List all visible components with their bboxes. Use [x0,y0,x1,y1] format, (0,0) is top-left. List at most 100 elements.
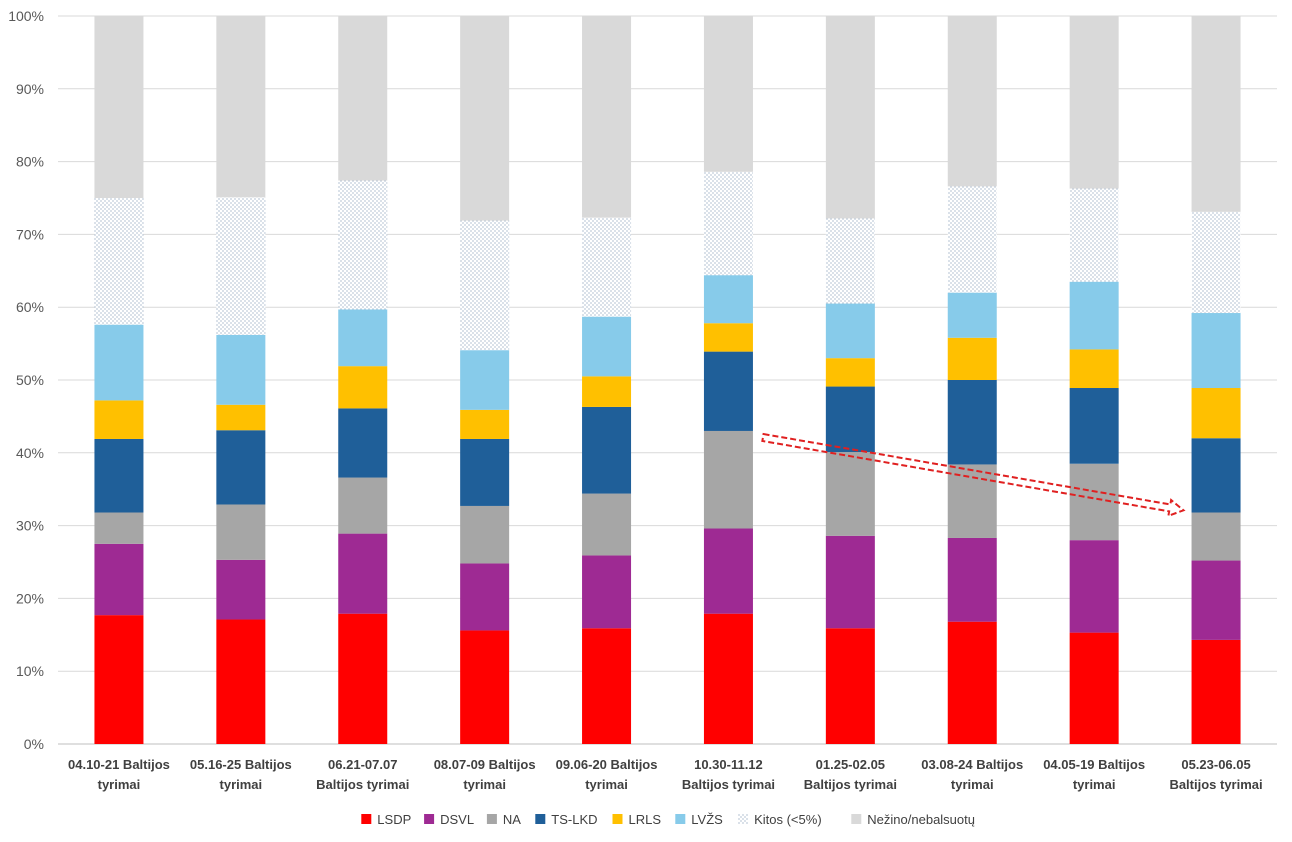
legend-label: LSDP [377,812,411,827]
bar-segment-ne-ino-nebalsuot--6 [825,16,875,219]
y-tick-label: 30% [16,518,44,534]
x-tick-label: 10.30-11.12 [694,757,763,772]
legend-swatch [675,814,686,824]
bar-segment-dsvl-4 [582,555,632,629]
legend-label: TS-LKD [551,812,597,827]
bar-segment-lv-s-9 [1191,313,1241,389]
x-tick-label: 03.08-24 Baltijos [921,757,1023,772]
bar-segment-lrls-6 [825,358,875,387]
bar-segment-lv-s-4 [582,316,632,377]
y-tick-label: 50% [16,372,44,388]
bar-segment-dsvl-6 [825,535,875,629]
bar-segment-ts-lkd-6 [825,386,875,453]
bar-segment-kitos-5--8 [1069,188,1119,282]
bar-segment-kitos-5--1 [216,197,266,335]
bar-segment-lrls-7 [947,337,997,380]
y-tick-label: 0% [24,736,44,752]
legend-swatch [424,814,435,824]
bar-segment-ne-ino-nebalsuot--0 [94,16,144,198]
y-axis: 0% 10% 20% 30% 40% 50% 60% 70% 80% 90% 100% [8,8,44,752]
bar-segment-kitos-5--3 [460,220,510,351]
bar-segment-ne-ino-nebalsuot--4 [582,16,632,218]
bar-segment-ne-ino-nebalsuot--7 [947,16,997,187]
bar-segment-ts-lkd-5 [703,351,753,431]
bar-segment-lsdp-0 [94,615,144,744]
bar-segment-lrls-2 [338,366,388,409]
x-tick-label: Baltijos tyrimai [1169,777,1262,792]
bar-segment-lsdp-5 [703,613,753,744]
legend-label: Kitos (<5%) [754,812,822,827]
bar-segment-kitos-5--4 [582,217,632,317]
x-tick-label: tyrimai [585,777,628,792]
bar-segment-na-7 [947,464,997,538]
bar-segment-lrls-4 [582,376,632,407]
bar-segment-lrls-8 [1069,349,1119,389]
bar-segment-lv-s-0 [94,324,144,401]
legend-label: DSVL [440,812,474,827]
bar-segment-ts-lkd-0 [94,438,144,513]
legend-swatch [612,814,623,824]
y-tick-label: 10% [16,663,44,679]
x-axis: 04.10-21 Baltijos tyrimai 05.16-25 Baltijo… [68,757,1263,792]
bar-segment-kitos-5--6 [825,218,875,304]
bar-segment-lv-s-6 [825,303,875,359]
bar-segment-na-8 [1069,463,1119,541]
x-tick-label: Baltijos tyrimai [316,777,409,792]
x-tick-label: Baltijos tyrimai [804,777,897,792]
y-tick-label: 70% [16,226,44,242]
legend-label: LVŽS [691,812,723,827]
bar-segment-lrls-3 [460,409,510,439]
x-tick-label: 09.06-20 Baltijos [556,757,658,772]
x-tick-label: tyrimai [463,777,506,792]
bar-segment-dsvl-7 [947,537,997,622]
bar-segment-ts-lkd-7 [947,380,997,465]
bar-segment-lsdp-9 [1191,639,1241,744]
bar-segment-lv-s-1 [216,334,266,405]
x-tick-label: 08.07-09 Baltijos [434,757,536,772]
legend-swatch [738,814,749,824]
bar-segment-dsvl-3 [460,563,510,631]
bar-segment-kitos-5--5 [703,171,753,276]
bar-segment-na-1 [216,504,266,560]
legend-swatch [851,814,862,824]
trend-arrow-annotation [761,432,1186,518]
bar-segment-lv-s-2 [338,309,388,367]
bars [94,16,1241,744]
bar-segment-kitos-5--0 [94,198,144,325]
bar-segment-lsdp-2 [338,613,388,744]
bar-segment-lsdp-1 [216,619,266,744]
bar-segment-lsdp-7 [947,621,997,744]
legend-swatch [361,814,372,824]
bar-segment-dsvl-1 [216,559,266,620]
bar-segment-kitos-5--7 [947,186,997,293]
bar-segment-na-4 [582,493,632,556]
x-tick-label: tyrimai [98,777,141,792]
x-tick-label: 01.25-02.05 [816,757,885,772]
bar-segment-lv-s-7 [947,292,997,338]
bar-segment-ts-lkd-1 [216,430,266,505]
x-tick-label: 04.05-19 Baltijos [1043,757,1145,772]
y-tick-label: 40% [16,445,44,461]
bar-segment-lsdp-4 [582,628,632,744]
bar-segment-na-5 [703,430,753,529]
y-tick-label: 80% [16,154,44,170]
legend: LSDP DSVL NA TS-LKD LRLS LVŽS Kitos (<5%) Nežin… [361,812,975,827]
bar-segment-ne-ino-nebalsuot--9 [1191,16,1241,212]
bar-segment-dsvl-9 [1191,560,1241,640]
bar-segment-ne-ino-nebalsuot--8 [1069,16,1119,189]
bar-segment-lv-s-8 [1069,281,1119,350]
bar-segment-dsvl-2 [338,533,388,614]
bar-segment-dsvl-8 [1069,540,1119,633]
bar-segment-lv-s-3 [460,350,510,410]
x-tick-label: tyrimai [951,777,994,792]
legend-label: Nežino/nebalsuotų [867,812,975,827]
legend-swatch [486,814,497,824]
bar-segment-ne-ino-nebalsuot--5 [703,16,753,172]
bar-segment-ts-lkd-4 [582,406,632,494]
bar-segment-dsvl-5 [703,528,753,614]
bar-segment-lrls-0 [94,400,144,439]
legend-label: LRLS [629,812,662,827]
bar-segment-na-2 [338,477,388,534]
bar-segment-na-0 [94,512,144,544]
